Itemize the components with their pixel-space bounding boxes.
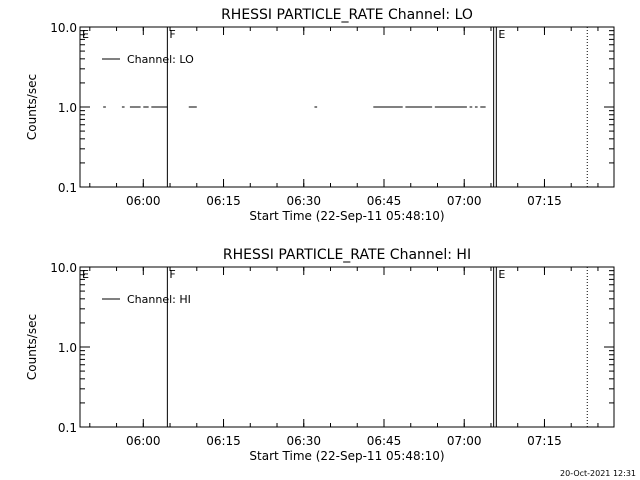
x-tick-label: 06:00 bbox=[126, 434, 161, 448]
y-axis-label: Counts/sec bbox=[25, 314, 39, 380]
x-axis-label: Start Time (22-Sep-11 05:48:10) bbox=[249, 209, 444, 223]
y-tick-label: 0.1 bbox=[58, 421, 77, 435]
flag-marker-label: F bbox=[169, 28, 175, 41]
legend: Channel: HI bbox=[102, 293, 191, 306]
x-tick-label: 06:15 bbox=[206, 194, 241, 208]
x-tick-label: 07:15 bbox=[527, 434, 562, 448]
legend: Channel: LO bbox=[102, 53, 194, 66]
flag-marker-label: E bbox=[82, 268, 89, 281]
x-tick-label: 07:00 bbox=[447, 434, 482, 448]
chart-panel-2: RHESSI PARTICLE_RATE Channel: HI 0.1 1.0 10… bbox=[25, 247, 615, 463]
legend-label: Channel: LO bbox=[127, 53, 194, 66]
y-tick-label: 1.0 bbox=[58, 101, 77, 115]
legend-label: Channel: HI bbox=[127, 293, 191, 306]
x-tick-label: 06:15 bbox=[206, 434, 241, 448]
y-tick-label: 10.0 bbox=[50, 21, 77, 35]
flag-marker-label: E bbox=[498, 268, 505, 281]
y-tick-label: 1.0 bbox=[58, 341, 77, 355]
x-tick-label: 06:30 bbox=[286, 434, 321, 448]
y-axis-label: Counts/sec bbox=[25, 74, 39, 140]
timestamp: 20-Oct-2021 12:31 bbox=[560, 469, 636, 478]
x-tick-label: 06:45 bbox=[367, 194, 402, 208]
x-axis-label: Start Time (22-Sep-11 05:48:10) bbox=[249, 449, 444, 463]
chart-title: RHESSI PARTICLE_RATE Channel: LO bbox=[221, 7, 473, 23]
chart-title: RHESSI PARTICLE_RATE Channel: HI bbox=[223, 247, 471, 263]
y-tick-label: 10.0 bbox=[50, 261, 77, 275]
y-tick-label: 0.1 bbox=[58, 181, 77, 195]
x-tick-label: 07:00 bbox=[447, 194, 482, 208]
flag-marker-label: F bbox=[169, 268, 175, 281]
plot-frame bbox=[79, 266, 615, 428]
flag-marker-label: E bbox=[82, 28, 89, 41]
x-tick-label: 06:00 bbox=[126, 194, 161, 208]
x-tick-label: 06:30 bbox=[286, 194, 321, 208]
chart-panel-1: RHESSI PARTICLE_RATE Channel: LO 0.1 1.0 10… bbox=[25, 7, 615, 223]
flag-marker-label: E bbox=[498, 28, 505, 41]
x-tick-label: 06:45 bbox=[367, 434, 402, 448]
x-tick-label: 07:15 bbox=[527, 194, 562, 208]
